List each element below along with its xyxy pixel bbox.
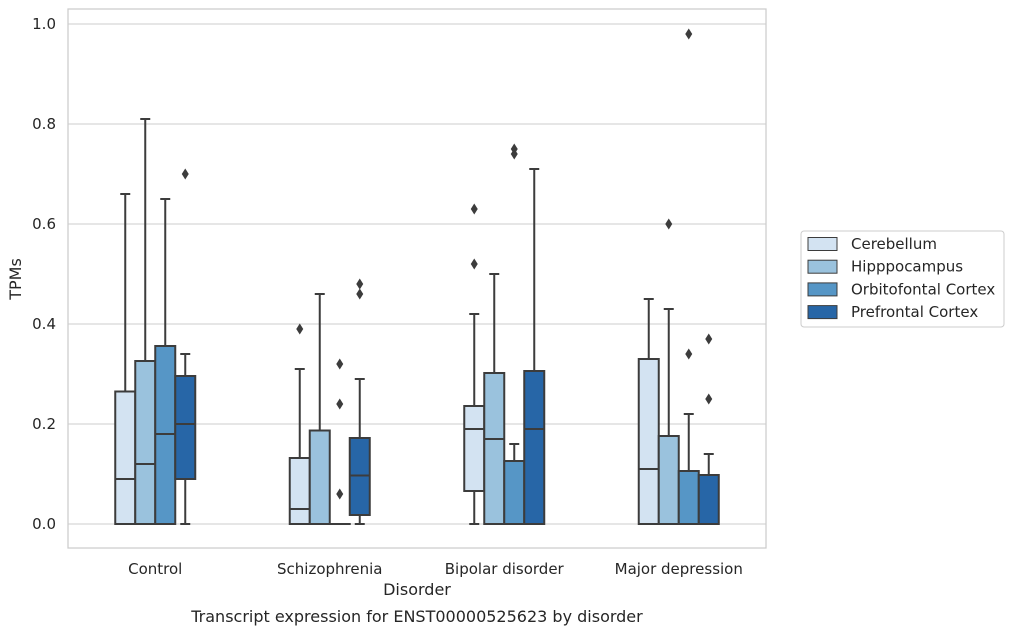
- outlier-point: [685, 348, 693, 360]
- outlier-point: [510, 143, 518, 155]
- legend-swatch: [807, 237, 838, 251]
- box-iqr: [503, 460, 526, 525]
- legend: Cerebellum Hipppocampus Orbitofontal Corte…: [800, 230, 1005, 328]
- outlier-point: [336, 358, 344, 370]
- x-tick-label: Schizophrenia: [277, 560, 382, 578]
- outlier-point: [705, 333, 713, 345]
- box-series: [114, 28, 720, 526]
- box-orbitofontal-cortex: [677, 28, 700, 525]
- legend-items: Cerebellum Hipppocampus Orbitofontal Corte…: [807, 235, 995, 321]
- legend-swatch: [807, 305, 838, 320]
- outlier-point: [296, 323, 304, 335]
- plot-area-frame: [67, 8, 767, 549]
- y-tick-label: 1.0: [32, 15, 56, 33]
- box-iqr: [637, 358, 660, 525]
- box-orbitofontal-cortex: [328, 358, 351, 526]
- y-tick-label: 0.6: [32, 215, 56, 233]
- box-iqr: [463, 405, 486, 492]
- y-tick-label: 0.0: [32, 515, 56, 533]
- y-axis-ticks: 0.0 0.2 0.4 0.6 0.8 1.0: [32, 15, 56, 533]
- box-iqr: [134, 360, 157, 525]
- x-tick-label: Bipolar disorder: [445, 560, 565, 578]
- box-prefrontal-cortex: [523, 168, 546, 525]
- box-iqr: [677, 470, 700, 525]
- legend-label: Prefrontal Cortex: [851, 303, 978, 321]
- y-tick-label: 0.2: [32, 415, 56, 433]
- x-tick-label: Control: [128, 560, 182, 578]
- box-iqr: [523, 370, 546, 525]
- y-axis-title: TPMs: [6, 258, 25, 301]
- box-cerebellum: [114, 193, 137, 525]
- outlier-point: [470, 203, 478, 215]
- box-iqr: [697, 474, 720, 525]
- y-tick-label: 0.4: [32, 315, 56, 333]
- outlier-point: [181, 168, 189, 180]
- box-hipppocampus: [657, 218, 680, 525]
- box-cerebellum: [288, 323, 311, 525]
- chart-caption: Transcript expression for ENST0000052562…: [190, 607, 643, 626]
- y-tick-label: 0.8: [32, 115, 56, 133]
- legend-label: Cerebellum: [851, 235, 937, 253]
- x-axis-ticks: Control Schizophrenia Bipolar disorder Majo…: [128, 560, 743, 578]
- box-orbitofontal-cortex: [503, 143, 526, 525]
- x-tick-label: Major depression: [615, 560, 743, 578]
- outlier-point: [470, 258, 478, 270]
- outlier-point: [685, 28, 693, 40]
- box-iqr: [174, 375, 197, 480]
- box-hipppocampus: [308, 293, 331, 525]
- outlier-point: [356, 288, 364, 300]
- box-iqr: [657, 435, 680, 525]
- outlier-point: [356, 278, 364, 290]
- box-iqr: [288, 457, 311, 525]
- box-prefrontal-cortex: [174, 168, 197, 525]
- legend-frame: [800, 230, 1005, 328]
- box-hipppocampus: [134, 118, 157, 525]
- outlier-point: [705, 393, 713, 405]
- box-iqr: [308, 429, 331, 525]
- outlier-point: [336, 398, 344, 410]
- legend-label: Orbitofontal Cortex: [851, 280, 995, 298]
- box-iqr: [483, 372, 506, 525]
- legend-label: Hipppocampus: [851, 258, 963, 276]
- legend-swatch: [807, 282, 838, 297]
- outlier-point: [336, 488, 344, 500]
- box-prefrontal-cortex: [697, 333, 720, 525]
- box-hipppocampus: [483, 273, 506, 525]
- legend-swatch: [807, 259, 838, 274]
- outlier-point: [665, 218, 673, 230]
- box-prefrontal-cortex: [348, 278, 371, 525]
- box-iqr: [114, 390, 137, 525]
- x-axis-title: Disorder: [383, 580, 451, 599]
